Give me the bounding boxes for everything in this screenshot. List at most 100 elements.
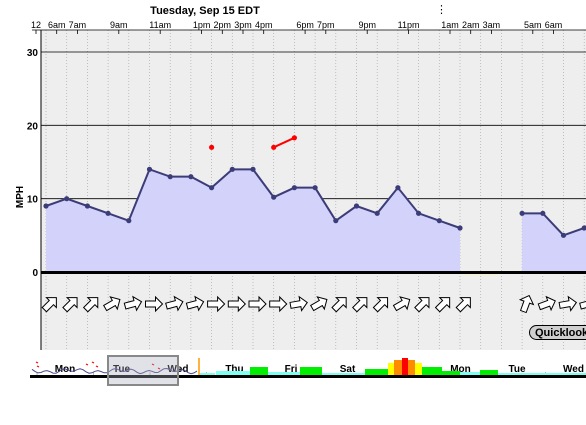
x-tick-label: 1pm <box>193 20 211 30</box>
overview-gust-mark <box>35 361 39 364</box>
wind-direction-row <box>41 294 586 314</box>
wind-direction-arrow-icon <box>434 297 451 313</box>
overview-forecast-block <box>498 373 530 375</box>
gust-point <box>271 144 277 150</box>
x-tick-label: 6pm <box>296 20 314 30</box>
x-tick-label: 12 <box>31 20 41 30</box>
wind-direction-arrow-icon <box>455 297 471 313</box>
gust-line <box>273 136 295 149</box>
overview-gust-mark <box>85 363 89 366</box>
x-tick-label: 2am <box>462 20 480 30</box>
wind-direction-arrow-icon <box>123 295 143 312</box>
wind-direction-arrow-icon <box>352 297 368 313</box>
x-tick-label: 7am <box>69 20 87 30</box>
y-tick-label: 30 <box>27 48 39 59</box>
overview-bottom-bar <box>30 375 586 378</box>
y-tick-label: 0 <box>32 268 38 279</box>
wind-point <box>353 203 360 209</box>
overview-forecast-block <box>388 363 394 375</box>
gust-point <box>209 144 215 150</box>
wind-point <box>229 166 235 172</box>
x-tick-label: 11am <box>149 20 171 30</box>
wind-direction-arrow-icon <box>269 295 288 313</box>
overview-forecast-block <box>408 360 415 375</box>
kebab-menu-icon[interactable]: ⋮ <box>436 3 447 16</box>
wind-direction-arrow-icon <box>62 297 78 313</box>
wind-direction-arrow-icon <box>331 297 347 313</box>
x-tick-label: 6am <box>48 20 66 30</box>
wind-point <box>436 218 442 224</box>
wind-direction-arrow-icon <box>414 297 430 313</box>
y-tick-label: 20 <box>27 121 39 132</box>
overview-forecast-block <box>415 363 422 375</box>
x-tick-label: 11pm <box>398 20 420 30</box>
y-axis-ticks: 0 10 20 30 <box>27 48 39 279</box>
wind-point <box>519 210 525 216</box>
overview-gust-mark <box>36 365 40 368</box>
quicklook-button[interactable]: Quicklook <box>529 325 586 340</box>
wind-direction-arrow-icon <box>248 295 267 313</box>
wind-direction-arrow-icon <box>289 295 308 312</box>
overview-forecast-block <box>268 372 300 375</box>
x-tick-label: 1am <box>441 20 459 30</box>
overview-day-label: Wed <box>563 364 584 375</box>
overview-forecast-block <box>460 372 480 375</box>
wind-point <box>64 196 70 202</box>
wind-point <box>105 210 111 216</box>
wind-direction-arrow-icon <box>537 295 556 312</box>
wind-direction-arrow-icon <box>372 297 389 313</box>
zero-axis-bar <box>41 271 586 274</box>
overview-selection-window[interactable] <box>107 355 179 386</box>
overview-forecast-block <box>394 360 402 375</box>
overview-forecast-block <box>442 371 460 375</box>
wind-direction-arrow-icon <box>392 296 411 312</box>
wind-direction-arrow-icon <box>309 296 328 312</box>
overview-day-label: Tue <box>113 364 130 375</box>
x-tick-label: 3pm <box>234 20 252 30</box>
chart-title: Tuesday, Sep 15 EDT <box>150 5 260 17</box>
x-tick-label: 5am <box>524 20 542 30</box>
x-tick-label: 6am <box>545 20 563 30</box>
overview-gust-mark <box>157 367 161 370</box>
wind-direction-arrow-icon <box>82 297 99 313</box>
x-tick-label: 4pm <box>255 20 273 30</box>
overview-forecast-block <box>200 373 215 375</box>
wind-point <box>312 185 318 191</box>
wind-point <box>333 218 339 224</box>
overview-strip[interactable]: MonTueWedThuFriSatSunMonTueWed <box>30 355 586 386</box>
overview-gust-mark <box>95 365 99 368</box>
overview-gust-marks <box>35 361 161 370</box>
wind-series-points <box>43 135 586 238</box>
wind-direction-arrow-icon <box>518 294 535 314</box>
wind-point <box>291 185 297 191</box>
wind-point <box>457 225 463 231</box>
wind-direction-arrow-icon <box>227 295 247 313</box>
overview-forecast-block <box>402 358 408 375</box>
overview-forecast-block <box>530 373 586 375</box>
overview-forecast-block <box>216 371 250 375</box>
wind-area-fill <box>46 169 586 272</box>
overview-day-label: Tue <box>508 364 525 375</box>
wind-point <box>271 194 277 200</box>
overview-forecast-block <box>300 367 322 375</box>
wind-point <box>581 225 586 231</box>
overview-history-line <box>31 367 198 375</box>
x-tick-label: 3am <box>483 20 501 30</box>
wind-point <box>374 210 380 216</box>
wind-point <box>540 210 546 216</box>
overview-forecast-block <box>422 367 442 375</box>
wind-direction-arrow-icon <box>558 295 578 312</box>
wind-point <box>560 232 567 238</box>
x-tick-label: 7pm <box>317 20 335 30</box>
overview-gust-mark <box>151 363 155 366</box>
wind-point <box>146 166 153 172</box>
y-axis-label: MPH <box>15 186 26 208</box>
wind-point <box>250 166 256 172</box>
wind-area <box>46 169 460 272</box>
wind-direction-arrow-icon <box>185 295 205 312</box>
x-tick-label: 9am <box>110 20 128 30</box>
wind-direction-arrow-icon <box>579 295 586 312</box>
wind-point <box>188 174 194 180</box>
wind-point <box>416 210 422 216</box>
